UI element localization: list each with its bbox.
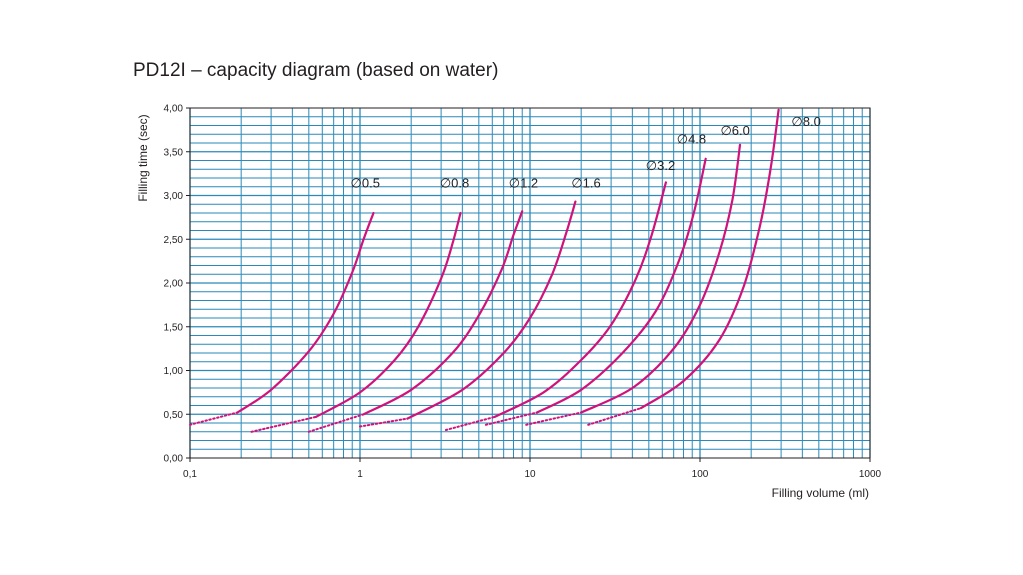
x-tick-label: 1000 — [859, 469, 882, 480]
series — [189, 108, 780, 433]
y-tick-label: 1,50 — [164, 322, 184, 333]
x-tick-label: 100 — [692, 469, 709, 480]
curve-labels: ∅0.5 ∅0.8 ∅1.2 ∅1.6 ∅3.2∅4.8 ∅6.0 ∅8.0 — [351, 114, 821, 190]
series-extrapolated-segment — [307, 413, 365, 433]
series-0.8 — [250, 211, 462, 433]
series-extrapolated-segment — [250, 415, 317, 433]
series-extrapolated-segment — [189, 411, 239, 426]
y-tick-label: 3,00 — [164, 191, 184, 202]
x-tick-label: 1 — [357, 469, 363, 480]
y-tick-label: 0,00 — [164, 454, 184, 465]
y-tick-label: 2,00 — [164, 279, 184, 290]
series-0.5 — [189, 211, 375, 426]
y-tick-label: 3,50 — [164, 147, 184, 158]
series-extrapolated-segment — [484, 411, 538, 426]
curve-label-8.0: ∅8.0 — [791, 114, 820, 129]
curve-label-6.0: ∅6.0 — [720, 123, 749, 138]
series-1.6 — [359, 200, 577, 428]
y-tick-label: 2,50 — [164, 235, 184, 246]
series-line — [493, 181, 667, 418]
series-extrapolated-segment — [525, 411, 583, 426]
series-line — [535, 157, 707, 414]
chart-title: PD12I – capacity diagram (based on water… — [133, 60, 499, 81]
series-8.0 — [587, 108, 780, 426]
series-line — [580, 143, 742, 414]
grid — [189, 108, 871, 458]
curve-label-3.2: ∅3.2 — [646, 158, 675, 173]
series-line — [406, 200, 577, 420]
curve-label-0.8: ∅0.8 — [440, 175, 469, 190]
series-extrapolated-segment — [444, 415, 496, 431]
x-tick-label: 0,1 — [183, 469, 197, 480]
y-tick-label: 0,50 — [164, 410, 184, 421]
y-tick-label: 4,00 — [164, 104, 184, 115]
curve-label-1.2: ∅1.2 — [509, 175, 538, 190]
curve-label-4.8: ∅4.8 — [677, 132, 706, 147]
curve-label-0.5: ∅0.5 — [351, 175, 380, 190]
y-axis-label: Filling time (sec) — [136, 114, 150, 201]
series-4.8 — [484, 157, 707, 426]
curve-label-1.6: ∅1.6 — [571, 175, 600, 190]
x-tick-label: 10 — [524, 469, 536, 480]
series-1.2 — [307, 210, 524, 433]
series-line — [639, 108, 780, 410]
y-tick-label: 1,00 — [164, 366, 184, 377]
series-extrapolated-segment — [587, 407, 642, 426]
series-line — [362, 210, 524, 416]
x-axis-label: Filling volume (ml) — [772, 486, 869, 500]
series-line — [236, 211, 375, 414]
series-line — [314, 211, 462, 418]
series-extrapolated-segment — [359, 417, 409, 428]
series-6.0 — [525, 143, 742, 426]
series-3.2 — [444, 181, 667, 431]
axes: 0,00 0,50 1,00 1,50 2,00 2,50 3,00 3,50 4,00 0,1 1… — [164, 104, 882, 481]
